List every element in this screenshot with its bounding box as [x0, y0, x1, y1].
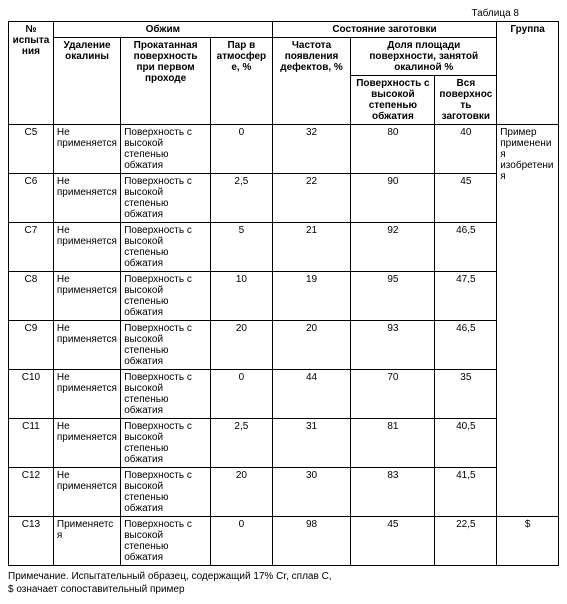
col-sostoyanie: Состояние заготовки [272, 22, 496, 38]
table-cell: C11 [9, 419, 54, 468]
table-cell: Не применяется [53, 125, 120, 174]
data-table: № испытания Обжим Состояние заготовки Гр… [8, 21, 559, 566]
table-cell: 95 [351, 272, 435, 321]
table-cell: 0 [211, 370, 273, 419]
table-cell: C6 [9, 174, 54, 223]
table-row: C9Не применяетсяПоверхность с высокой ст… [9, 321, 559, 370]
table-row: C12Не применяетсяПоверхность с высокой с… [9, 468, 559, 517]
table-cell: 19 [272, 272, 351, 321]
table-cell: 92 [351, 223, 435, 272]
table-cell: 20 [272, 321, 351, 370]
table-cell: Не применяется [53, 174, 120, 223]
table-body: C5Не применяетсяПоверхность с высокой ст… [9, 125, 559, 566]
table-cell: C9 [9, 321, 54, 370]
table-cell: 0 [211, 125, 273, 174]
col-par: Пар в атмосфере, % [211, 38, 273, 125]
table-cell: 35 [435, 370, 497, 419]
table-cell: 70 [351, 370, 435, 419]
table-row: C6Не применяетсяПоверхность с высокой ст… [9, 174, 559, 223]
col-obzhim: Обжим [53, 22, 272, 38]
footnote-line1: Примечание. Испытательный образец, содер… [8, 571, 332, 582]
col-chastota: Частота появления дефектов, % [272, 38, 351, 125]
table-cell: 40,5 [435, 419, 497, 468]
table-cell: Не применяется [53, 223, 120, 272]
col-udalenie: Удаление окалины [53, 38, 120, 125]
table-cell: C5 [9, 125, 54, 174]
table-cell: 44 [272, 370, 351, 419]
table-cell: 98 [272, 517, 351, 566]
table-cell: C12 [9, 468, 54, 517]
table-cell: 30 [272, 468, 351, 517]
col-vsya: Вся поверхность заготовки [435, 76, 497, 125]
table-row: C11Не применяетсяПоверхность с высокой с… [9, 419, 559, 468]
table-cell: 21 [272, 223, 351, 272]
table-cell: Не применяется [53, 321, 120, 370]
table-cell: 45 [351, 517, 435, 566]
table-cell: 46,5 [435, 321, 497, 370]
table-cell: 83 [351, 468, 435, 517]
table-cell: 46,5 [435, 223, 497, 272]
table-row: C13ПрименяетсяПоверхность с высокой степ… [9, 517, 559, 566]
table-cell: 40 [435, 125, 497, 174]
table-cell: Поверхность с высокой степенью обжатия [121, 419, 211, 468]
table-cell: Поверхность с высокой степенью обжатия [121, 370, 211, 419]
footnote: Примечание. Испытательный образец, содер… [8, 570, 559, 596]
table-cell: 2,5 [211, 174, 273, 223]
table-row: C5Не применяетсяПоверхность с высокой ст… [9, 125, 559, 174]
table-cell: Поверхность с высокой степенью обжатия [121, 321, 211, 370]
table-cell: 22,5 [435, 517, 497, 566]
table-cell: 93 [351, 321, 435, 370]
table-cell: 20 [211, 468, 273, 517]
table-cell: C10 [9, 370, 54, 419]
table-cell: Поверхность с высокой степенью обжатия [121, 174, 211, 223]
col-test-no: № испытания [9, 22, 54, 125]
table-cell: 0 [211, 517, 273, 566]
table-cell: Не применяется [53, 468, 120, 517]
table-cell: Поверхность с высокой степенью обжатия [121, 223, 211, 272]
table-cell: Не применяется [53, 370, 120, 419]
table-cell: 80 [351, 125, 435, 174]
table-cell: Поверхность с высокой степенью обжатия [121, 125, 211, 174]
table-cell: 22 [272, 174, 351, 223]
table-cell: C8 [9, 272, 54, 321]
table-cell: 5 [211, 223, 273, 272]
table-cell: Поверхность с высокой степенью обжатия [121, 272, 211, 321]
table-cell: 2,5 [211, 419, 273, 468]
table-cell: 31 [272, 419, 351, 468]
table-cell: 81 [351, 419, 435, 468]
table-cell: 45 [435, 174, 497, 223]
table-cell: Не применяется [53, 272, 120, 321]
table-cell: 90 [351, 174, 435, 223]
table-cell: 20 [211, 321, 273, 370]
table-cell: Не применяется [53, 419, 120, 468]
col-prokat: Прокатанная поверхность при первом прохо… [121, 38, 211, 125]
group-cell-last: $ [497, 517, 559, 566]
table-cell: 10 [211, 272, 273, 321]
footnote-line2: $ означает сопоставительный пример [8, 584, 185, 595]
group-cell-main: Пример применения изобретения [497, 125, 559, 517]
table-cell: Поверхность с высокой степенью обжатия [121, 468, 211, 517]
table-cell: 47,5 [435, 272, 497, 321]
col-gruppa: Группа [497, 22, 559, 125]
table-row: C7Не применяетсяПоверхность с высокой ст… [9, 223, 559, 272]
table-cell: 41,5 [435, 468, 497, 517]
table-row: C10Не применяетсяПоверхность с высокой с… [9, 370, 559, 419]
table-cell: Поверхность с высокой степенью обжатия [121, 517, 211, 566]
table-row: C8Не применяетсяПоверхность с высокой ст… [9, 272, 559, 321]
col-dolya: Доля площади поверхности, занятой окалин… [351, 38, 497, 76]
table-cell: 32 [272, 125, 351, 174]
table-cell: C13 [9, 517, 54, 566]
col-pov-vys: Поверхность с высокой степенью обжатия [351, 76, 435, 125]
table-cell: C7 [9, 223, 54, 272]
table-caption: Таблица 8 [8, 8, 559, 19]
table-cell: Применяется [53, 517, 120, 566]
